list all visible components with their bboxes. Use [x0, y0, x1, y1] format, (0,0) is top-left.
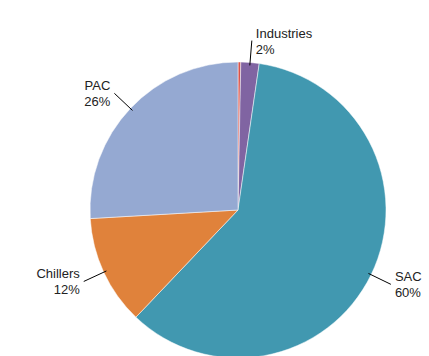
svg-text:Industries2%: Industries2%: [256, 26, 313, 57]
svg-text:Chillers12%: Chillers12%: [36, 266, 80, 297]
svg-text:PAC26%: PAC26%: [84, 78, 110, 109]
svg-text:SAC60%: SAC60%: [395, 269, 421, 300]
